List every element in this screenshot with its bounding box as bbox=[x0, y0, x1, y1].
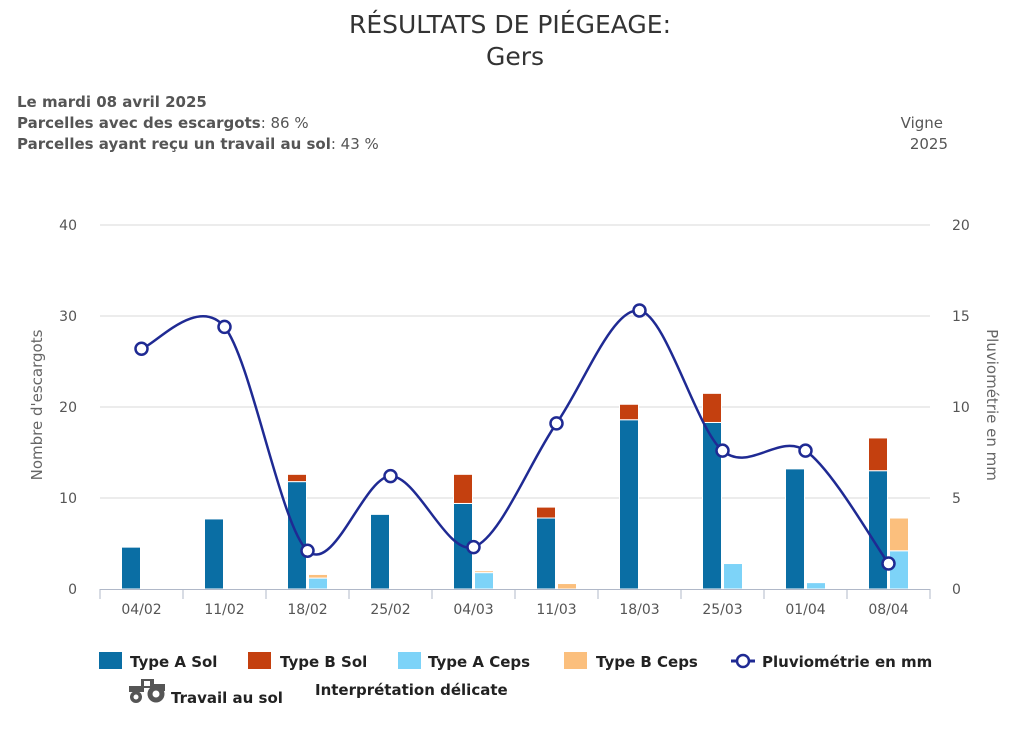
legend-swatch-type-b-sol bbox=[248, 652, 271, 669]
legend-label-interpretation[interactable]: Interprétation délicate bbox=[315, 681, 508, 699]
bar-type-b-sol bbox=[287, 473, 307, 483]
legend-item-type-a-ceps[interactable]: Type A Ceps bbox=[398, 652, 530, 671]
rain-point bbox=[632, 303, 647, 318]
bar-type-b-sol bbox=[536, 506, 556, 519]
stat-soil-work-value: : 43 % bbox=[331, 135, 379, 153]
stat-soil-work-label: Parcelles ayant reçu un travail au sol bbox=[17, 135, 331, 153]
bar-type-a-sol bbox=[121, 546, 141, 590]
bar-type-b-sol bbox=[453, 473, 473, 504]
stat-snails: Parcelles avec des escargots: 86 % bbox=[17, 114, 309, 132]
rain-point bbox=[466, 539, 481, 555]
bar-type-b-ceps bbox=[889, 517, 909, 552]
bar-type-a-ceps bbox=[889, 550, 909, 590]
year-label: 2025 bbox=[910, 135, 948, 153]
rain-point bbox=[798, 443, 813, 458]
y-tick-label: 20 bbox=[59, 400, 77, 416]
rain-line bbox=[134, 303, 896, 571]
y-tick-label: 40 bbox=[59, 218, 77, 234]
x-tick-label: 04/03 bbox=[453, 602, 493, 618]
legend-item-travail[interactable]: Travail au sol bbox=[129, 679, 283, 707]
y-tick-label: 0 bbox=[68, 582, 77, 598]
chart-subtitle: Gers bbox=[486, 42, 544, 71]
legend-label-travail: Travail au sol bbox=[171, 689, 283, 707]
legend: Type A Sol Type B Sol Type A Ceps Type B… bbox=[99, 652, 932, 707]
rain-line-path bbox=[141, 309, 890, 565]
chart-title: RÉSULTATS DE PIÉGEAGE: bbox=[349, 10, 671, 39]
legend-label-type-b-sol: Type B Sol bbox=[280, 653, 367, 671]
rain-point bbox=[300, 543, 315, 559]
legend-label-type-a-ceps: Type A Ceps bbox=[428, 653, 530, 671]
bar-type-a-sol bbox=[868, 470, 888, 590]
y2-tick-label: 10 bbox=[952, 400, 970, 416]
y-tick-label: 30 bbox=[59, 309, 77, 325]
x-tick-label: 25/02 bbox=[370, 602, 410, 618]
y2-axis-label: Pluviométrie en mm bbox=[983, 329, 1001, 481]
bars bbox=[121, 392, 909, 590]
stat-snails-label: Parcelles avec des escargots bbox=[17, 114, 261, 132]
legend-marker-pluviometrie bbox=[735, 653, 751, 669]
bar-type-a-ceps bbox=[308, 577, 328, 590]
legend-swatch-type-a-sol bbox=[99, 652, 122, 669]
legend-item-pluviometrie[interactable]: Pluviométrie en mm bbox=[731, 653, 932, 671]
x-tick-label: 01/04 bbox=[785, 602, 825, 618]
rain-point bbox=[134, 341, 149, 357]
legend-item-type-b-ceps[interactable]: Type B Ceps bbox=[564, 652, 698, 671]
legend-label-type-a-sol: Type A Sol bbox=[130, 653, 217, 671]
rain-point bbox=[549, 416, 564, 431]
bar-type-b-ceps bbox=[308, 573, 328, 579]
crop-label: Vigne bbox=[901, 114, 943, 132]
bar-type-a-sol bbox=[536, 517, 556, 590]
bar-type-a-sol bbox=[619, 419, 639, 590]
x-tick-label: 18/03 bbox=[619, 602, 659, 618]
legend-swatch-type-a-ceps bbox=[398, 652, 421, 669]
rain-point bbox=[383, 468, 398, 484]
bar-type-b-ceps bbox=[557, 583, 577, 590]
stat-soil-work: Parcelles ayant reçu un travail au sol: … bbox=[17, 135, 379, 153]
legend-swatch-type-b-ceps bbox=[564, 652, 587, 669]
bar-type-b-sol bbox=[868, 437, 888, 472]
date-text: Le mardi 08 avril 2025 bbox=[17, 93, 207, 111]
stat-snails-value: : 86 % bbox=[261, 114, 309, 132]
tractor-icon bbox=[129, 679, 165, 703]
x-tick-label: 08/04 bbox=[868, 602, 908, 618]
x-tick-label: 25/03 bbox=[702, 602, 742, 618]
legend-label-pluviometrie: Pluviométrie en mm bbox=[762, 653, 932, 671]
bar-type-a-sol bbox=[785, 468, 805, 590]
bar-type-a-ceps bbox=[474, 572, 494, 590]
x-tick-label: 11/02 bbox=[204, 602, 244, 618]
y2-tick-label: 15 bbox=[952, 309, 970, 325]
y2-tick-label: 20 bbox=[952, 218, 970, 234]
bar-type-a-ceps bbox=[806, 582, 826, 590]
legend-label-type-b-ceps: Type B Ceps bbox=[596, 653, 698, 671]
x-tick-label: 04/02 bbox=[121, 602, 161, 618]
x-tick-label: 18/02 bbox=[287, 602, 327, 618]
bar-type-a-ceps bbox=[723, 563, 743, 590]
rain-point bbox=[217, 319, 232, 335]
rain-point bbox=[715, 443, 730, 458]
y-axis-label: Nombre d'escargots bbox=[28, 329, 46, 480]
x-tick-label: 11/03 bbox=[536, 602, 576, 618]
bar-type-a-sol bbox=[370, 513, 390, 590]
axes: 0 10 20 30 40 0 5 10 15 20 04/02 11/02 18/02 25/02 04/… bbox=[59, 218, 970, 618]
bar-type-b-sol bbox=[702, 392, 722, 423]
y2-tick-label: 0 bbox=[952, 582, 961, 598]
bar-type-b-sol bbox=[619, 403, 639, 421]
rain-point bbox=[881, 556, 896, 571]
y2-tick-label: 5 bbox=[952, 491, 961, 507]
y-tick-label: 10 bbox=[59, 491, 77, 507]
bar-type-a-sol bbox=[204, 518, 224, 590]
bar-type-b-ceps bbox=[474, 570, 494, 574]
legend-item-type-b-sol[interactable]: Type B Sol bbox=[248, 652, 367, 671]
legend-item-type-a-sol[interactable]: Type A Sol bbox=[99, 652, 217, 671]
